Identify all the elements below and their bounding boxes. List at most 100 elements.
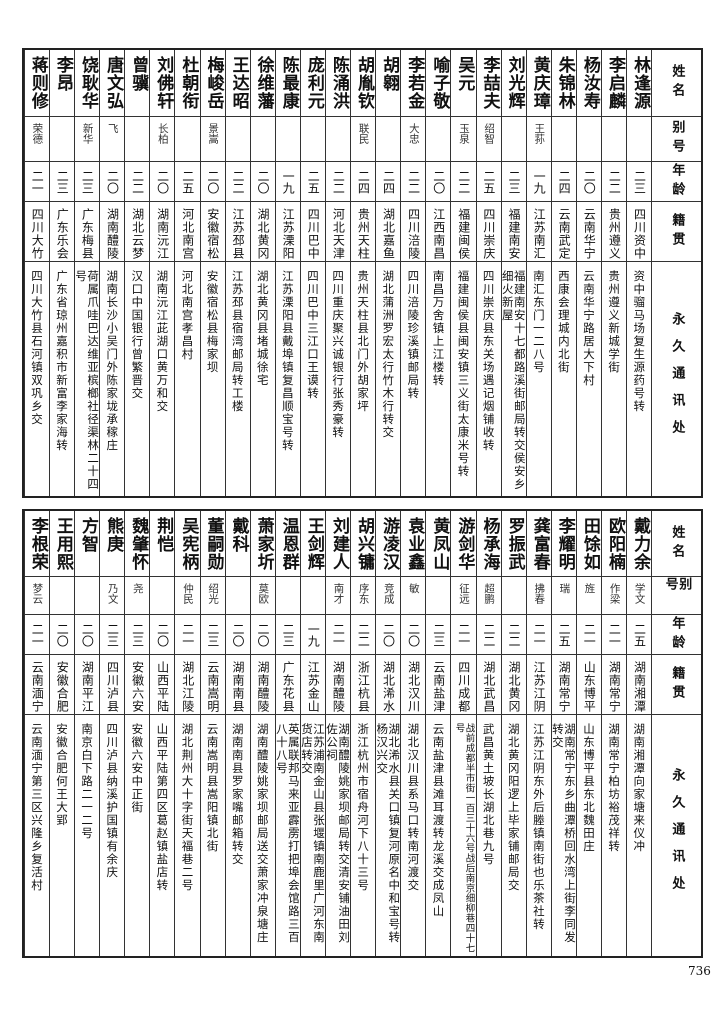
record-age: 二五 <box>557 623 572 647</box>
age-cell: 二〇 <box>225 615 250 655</box>
name-cell: 黄庆璋 <box>526 50 551 117</box>
address-cell: 四川涪陵珍溪镇邮局转 <box>401 262 425 496</box>
alias-cell: 王荪 <box>526 117 551 162</box>
alias-cell: 南才 <box>325 577 351 615</box>
record-alias: 作梁 <box>608 583 621 604</box>
alias-cell: 敏 <box>401 577 426 615</box>
record-address: 云南嵩明县嵩阳镇北街 <box>205 723 220 853</box>
record-column: 胡胤钦 联民 二四 贵州天柱 贵州天柱县北门外胡家坪 <box>350 50 376 496</box>
origin-cell: 四川泸县 <box>100 655 125 715</box>
record-origin: 贵州天柱 <box>356 208 371 260</box>
record-column: 饶耿华 新华 二三 广东梅县 荷属爪哇巴达维亚槟榔社径渠林二十四号 <box>74 50 100 496</box>
record-name: 饶耿华 <box>78 56 99 110</box>
record-address: 贵州天柱县北门外胡家坪 <box>356 270 371 413</box>
record-age: 二三 <box>80 170 95 194</box>
address-cell: 安徽合肥何王大郢 <box>50 715 74 956</box>
record-name: 熊庚 <box>103 517 124 553</box>
record-name: 吴宪柄 <box>178 517 199 571</box>
record-alias: 玉泉 <box>458 123 470 144</box>
alias-cell <box>376 117 401 162</box>
record-age: 二一 <box>331 623 346 647</box>
record-alias: 旌 <box>583 583 596 594</box>
record-column: 徐维藩 二〇 湖北黄冈 湖北黄冈县堵城徐宅 <box>249 50 275 496</box>
address-cell: 湖南常宁东乡曲潭桥回水湾上街李同发转交 <box>552 715 576 956</box>
age-cell: 二一 <box>175 615 200 655</box>
record-column: 游凌汉 竞成 二〇 湖北浠水 湖北浠水县关口镇复河原名中和宝号转杨汉兴交 <box>375 511 401 956</box>
address-cell: 江苏邳县宿湾邮局转工楼 <box>226 262 250 496</box>
record-name: 袁业鑫 <box>404 517 425 571</box>
origin-cell: 湖南醴陵 <box>250 655 275 715</box>
record-address: 安徽六安中正街 <box>130 723 145 814</box>
alias-cell: 学文 <box>627 577 652 615</box>
age-cell: 二五 <box>175 162 200 202</box>
address-cell: 湖北黄冈县堵城徐宅 <box>251 262 275 496</box>
alias-cell <box>225 117 250 162</box>
record-origin: 湖北云梦 <box>130 208 145 260</box>
record-address: 四川崇庆县东关场遇记烟铺收转 <box>481 270 496 452</box>
origin-cell: 江苏江阴 <box>526 655 551 715</box>
record-origin: 湖北黄冈 <box>256 208 271 260</box>
record-origin: 四川资中 <box>632 208 647 260</box>
record-column: 杨汝寿 二〇 云南华宁 云南华宁路居大下村 <box>575 50 602 496</box>
record-name: 蒋则修 <box>27 56 48 110</box>
origin-cell: 湖北嘉鱼 <box>376 202 401 262</box>
record-origin: 四川成都 <box>456 661 471 713</box>
age-cell: 二二 <box>476 615 501 655</box>
alias-cell <box>275 117 300 162</box>
origin-cell: 湖北黄冈 <box>250 202 275 262</box>
record-origin: 湖北黄冈 <box>506 661 521 713</box>
age-cell: 二三 <box>125 615 150 655</box>
record-age: 二四 <box>381 170 396 194</box>
age-cell: 二〇 <box>250 162 275 202</box>
record-name: 戴科 <box>228 517 249 553</box>
name-cell: 李耀明 <box>551 511 576 577</box>
record-address: 江苏浦南金山县张堰镇南鹿里广河东南货店转交 <box>300 723 325 944</box>
record-column: 刘光辉 二三 福建南安 福建南安十七都路溪街邮局转交侯安乡细火新屋 <box>500 50 526 496</box>
record-name: 魏肇怀 <box>128 517 149 571</box>
record-alias: 长柏 <box>156 123 169 144</box>
name-cell: 李若金 <box>401 50 426 117</box>
record-address: 湖北荆州大十字街天福巷二号 <box>180 723 195 892</box>
alias-cell <box>627 117 652 162</box>
alias-cell: 乃文 <box>100 577 125 615</box>
record-alias: 序东 <box>357 583 370 604</box>
record-origin: 四川崇庆 <box>481 208 496 260</box>
record-column: 喻子敬 二〇 江西南昌 南昌万舍镇上江楼转 <box>425 50 451 496</box>
record-alias: 大忠 <box>407 123 420 144</box>
record-name: 刘光辉 <box>504 56 525 110</box>
record-name: 王用熙 <box>52 517 73 571</box>
record-origin: 广东乐会 <box>55 208 70 260</box>
alias-cell: 长柏 <box>150 117 175 162</box>
record-name: 胡胤钦 <box>354 56 375 110</box>
address-cell: 浙江杭州市宿舟河下八十三号 <box>351 715 375 956</box>
record-origin: 湖北武昌 <box>481 661 496 713</box>
header-alias: 别号 <box>652 577 701 615</box>
age-cell: 二〇 <box>150 162 175 202</box>
record-address: 安徽宿松县梅家坝 <box>205 270 220 374</box>
record-name: 吴元 <box>454 56 475 92</box>
age-cell: 二四 <box>351 162 376 202</box>
record-origin: 江西南昌 <box>431 208 446 260</box>
address-cell: 资中骝马场复生源药号转 <box>627 262 651 496</box>
header-age: 年龄 <box>652 615 701 655</box>
record-age: 二〇 <box>155 623 170 647</box>
address-cell: 湖南醴陵姚家坝邮局送交萧家冲泉塘庄 <box>251 715 275 956</box>
record-origin: 广东花县 <box>281 661 296 713</box>
age-cell: 二〇 <box>250 615 275 655</box>
record-address: 战前成都半市街一百三十六号战后南京细柳巷四十七号 <box>453 723 475 953</box>
record-address: 山东博平县东北魏田庄 <box>582 723 596 853</box>
record-origin: 浙江杭县 <box>356 661 371 713</box>
alias-cell <box>49 577 75 615</box>
record-address: 湖南长沙小吴门外陈家垅承稼庄 <box>105 270 120 452</box>
record-name: 刘建人 <box>328 517 349 571</box>
origin-cell: 四川涪陵 <box>401 202 426 262</box>
name-cell: 梅峻岳 <box>200 50 225 117</box>
name-cell: 董嗣勋 <box>200 511 225 577</box>
header-column: 姓名 别号 年龄 籍贯 永久通讯处 <box>651 511 701 956</box>
address-cell: 湖北黄冈阳逻上毕家铺邮局交 <box>502 715 526 956</box>
origin-cell: 广东花县 <box>275 655 300 715</box>
age-cell: 二三 <box>100 615 125 655</box>
record-column: 李喆夫 绍智 二五 四川崇庆 四川崇庆县东关场遇记烟铺收转 <box>475 50 501 496</box>
origin-cell: 浙江杭县 <box>351 655 376 715</box>
name-cell: 熊庚 <box>100 511 125 577</box>
